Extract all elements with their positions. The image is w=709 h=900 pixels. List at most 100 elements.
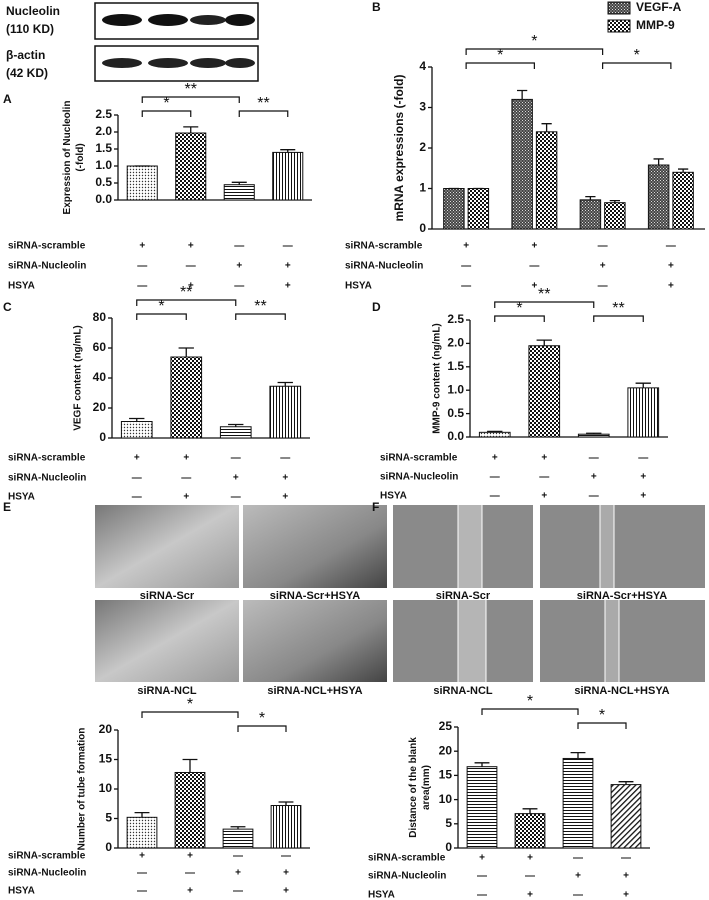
condition-label: siRNA-scramble [8,241,86,252]
condition-mark: + [541,453,547,464]
condition-mark: — [234,281,244,292]
condition-mark: + [188,281,194,292]
condition-label: siRNA-Nucleolin [8,473,86,484]
scratch-image [393,505,705,682]
error-bar [474,762,490,767]
bar [528,345,561,438]
image-label: siRNA-Scr+HSYA [577,590,667,602]
condition-label: HSYA [8,886,35,897]
micrograph [95,505,387,682]
error-bar [280,149,296,153]
y-tick-label: 1.0 [447,382,464,396]
condition-mark: — [185,868,195,879]
condition-mark: — [231,453,241,464]
y-tick-label: 80 [93,310,107,324]
significance-label: ** [612,300,624,317]
condition-mark: — [598,241,608,252]
bar [610,784,642,849]
condition-label: siRNA-scramble [380,453,458,464]
condition-mark: + [285,261,291,272]
significance-bracket [141,96,240,103]
condition-mark: + [591,472,597,483]
legend-swatch [607,1,631,15]
y-axis-label: Distance of the blank [408,737,419,838]
condition-mark: — [283,241,293,252]
bar [219,426,252,439]
error-bar [134,811,150,818]
condition-mark: — [137,886,147,897]
y-tick-label: 25 [439,719,453,733]
condition-mark: + [139,241,145,252]
y-tick-label: 0.0 [95,192,112,206]
blot-label: (42 KD) [6,66,48,80]
bar [223,184,255,201]
y-tick-label: 40 [93,370,107,384]
bar [511,98,533,230]
condition-label: siRNA-Nucleolin [8,261,86,272]
panel-label: B [372,0,381,14]
blot-label: (110 KD) [6,22,54,36]
y-tick-label: 10 [99,781,113,795]
bar [120,421,153,439]
image-label: siRNA-NCL [433,685,493,697]
y-tick-label: 1.5 [95,141,112,155]
western-blot [94,2,259,82]
y-axis-label: mRNA expressions (-fold) [392,75,406,222]
y-tick-label: 2.0 [95,124,112,138]
error-bar [228,423,244,427]
significance-label: * [163,95,169,112]
condition-mark: — [186,261,196,272]
significance-bracket [136,299,237,306]
y-tick-label: 5 [445,816,452,830]
significance-bracket [577,722,627,729]
bar [535,131,558,230]
legend-swatch [607,19,631,33]
y-tick-label: 20 [93,400,107,414]
condition-mark: — [132,492,142,503]
condition-mark: + [623,890,629,900]
condition-mark: + [139,851,145,862]
panel-label: F [372,500,379,514]
bar [579,199,602,230]
panel-label: A [3,92,12,106]
error-bar [231,181,247,185]
error-bar [586,432,602,435]
condition-mark: — [461,281,471,292]
error-bar [677,168,689,173]
significance-label: * [187,696,193,713]
image-label: siRNA-NCL+HSYA [267,685,362,697]
condition-mark: + [183,492,189,503]
condition-mark: + [282,492,288,503]
condition-label: siRNA-scramble [8,453,86,464]
significance-bracket [141,711,239,718]
significance-label: * [259,710,265,727]
significance-bracket [465,48,604,55]
condition-mark: + [640,491,646,502]
y-tick-label: 1.5 [447,359,464,373]
y-axis-label: Expression of Nucleolin [62,101,73,215]
image-label: siRNA-Scr [140,590,195,602]
blot-label: Nucleolin [6,4,60,18]
significance-label: * [634,47,640,64]
blot-label: β-actin [6,48,45,62]
condition-mark: — [490,491,500,502]
condition-mark: + [541,491,547,502]
condition-mark: + [668,281,674,292]
y-tick-label: 2 [419,140,426,154]
condition-mark: — [280,453,290,464]
condition-mark: — [573,890,583,900]
y-axis-label: area(mm) [421,765,432,810]
error-bar [182,758,198,773]
condition-label: HSYA [8,492,35,503]
condition-label: siRNA-Nucleolin [345,261,423,272]
condition-mark: — [181,473,191,484]
y-tick-label: 2.5 [447,312,464,326]
condition-mark: — [233,851,243,862]
y-tick-label: 0 [99,430,106,444]
error-bar [487,430,503,433]
image-label: siRNA-NCL [137,685,197,697]
condition-label: HSYA [380,491,407,502]
condition-mark: — [573,853,583,864]
significance-label: * [599,707,605,724]
y-tick-label: 60 [93,340,107,354]
